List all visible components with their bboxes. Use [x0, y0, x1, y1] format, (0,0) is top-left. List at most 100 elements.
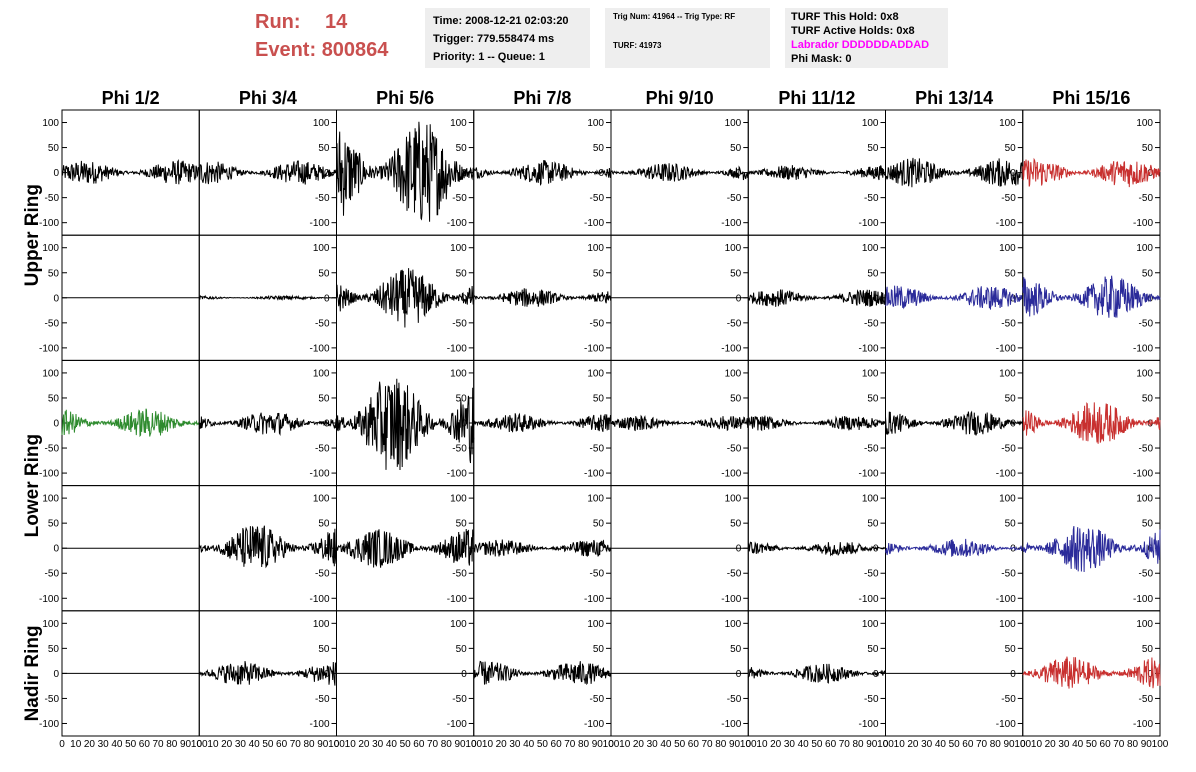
y-tick-label: -100 — [1133, 218, 1153, 229]
x-tick-label: 20 — [358, 739, 370, 750]
waveform-trace — [473, 412, 612, 433]
y-tick-label: -50 — [727, 318, 742, 329]
column-header-phi: Phi 7/8 — [513, 88, 571, 108]
y-tick-label: 50 — [318, 644, 330, 655]
x-tick-label: 20 — [633, 739, 645, 750]
x-tick-label: 50 — [949, 739, 961, 750]
x-tick-label: 0 — [59, 739, 65, 750]
priority-text: Priority: 1 -- Queue: 1 — [433, 51, 545, 63]
y-tick-label: 100 — [999, 118, 1016, 129]
y-tick-label: -50 — [727, 444, 742, 455]
x-tick-label: 30 — [647, 739, 659, 750]
y-tick-label: 0 — [53, 544, 59, 555]
trig-panel: Trig Num: 41964 -- Trig Type: RF TURF: 4… — [605, 8, 770, 68]
x-tick-label: 90 — [454, 739, 466, 750]
y-tick-label: -100 — [721, 719, 741, 730]
y-tick-label: -100 — [721, 218, 741, 229]
y-tick-label: 100 — [862, 619, 879, 630]
x-tick-label: 70 — [839, 739, 851, 750]
y-tick-label: -100 — [996, 719, 1016, 730]
y-tick-label: -100 — [721, 594, 741, 605]
y-tick-label: -100 — [721, 469, 741, 480]
waveform-trace — [1022, 526, 1161, 573]
x-tick-label: 60 — [413, 739, 425, 750]
x-tick-label: 20 — [1045, 739, 1057, 750]
x-tick-label: 90 — [180, 739, 192, 750]
y-tick-label: 50 — [593, 268, 605, 279]
y-tick-label: -100 — [996, 469, 1016, 480]
y-tick-label: -50 — [452, 193, 467, 204]
waveform-trace — [61, 408, 200, 438]
y-tick-label: 100 — [587, 368, 604, 379]
y-tick-label: -100 — [39, 594, 59, 605]
waveform-trace — [1022, 275, 1161, 318]
y-tick-label: -50 — [1001, 444, 1016, 455]
y-tick-label: 0 — [324, 293, 330, 304]
y-tick-label: -50 — [45, 193, 60, 204]
y-tick-label: -50 — [1001, 694, 1016, 705]
y-tick-label: 100 — [725, 619, 742, 630]
y-tick-label: 100 — [1136, 118, 1153, 129]
y-tick-label: 100 — [313, 243, 330, 254]
y-tick-label: 50 — [48, 644, 60, 655]
waveform-trace — [747, 415, 886, 432]
y-tick-label: 50 — [456, 644, 468, 655]
x-tick-label: 10 — [894, 739, 906, 750]
y-tick-label: -50 — [45, 318, 60, 329]
waveform-trace — [885, 285, 1024, 310]
y-tick-label: 50 — [730, 143, 742, 154]
y-tick-label: 100 — [42, 494, 59, 505]
y-tick-label: -50 — [315, 318, 330, 329]
x-tick-label: 10 — [1031, 739, 1043, 750]
y-tick-label: -100 — [309, 343, 329, 354]
y-tick-label: 100 — [450, 619, 467, 630]
y-tick-label: 50 — [593, 519, 605, 530]
phi-mask-text: Phi Mask: 0 — [791, 53, 852, 65]
waveform-trace — [747, 541, 886, 557]
y-tick-label: 0 — [53, 168, 59, 179]
column-header-phi: Phi 11/12 — [778, 88, 855, 108]
y-tick-label: -100 — [858, 719, 878, 730]
x-tick-label: 90 — [317, 739, 329, 750]
y-tick-label: 100 — [42, 619, 59, 630]
y-tick-label: -100 — [584, 469, 604, 480]
y-tick-label: 50 — [593, 143, 605, 154]
y-tick-label: 50 — [867, 393, 879, 404]
waveform-trace — [198, 294, 337, 301]
column-header-phi: Phi 1/2 — [102, 88, 160, 108]
y-tick-label: -100 — [39, 469, 59, 480]
x-tick-label: 30 — [235, 739, 247, 750]
y-tick-label: -100 — [1133, 594, 1153, 605]
y-tick-label: -50 — [1139, 569, 1154, 580]
y-tick-label: 100 — [313, 494, 330, 505]
y-tick-label: 100 — [862, 243, 879, 254]
x-tick-label: 80 — [990, 739, 1002, 750]
x-tick-label: 30 — [784, 739, 796, 750]
x-tick-label: 100 — [191, 739, 208, 750]
y-tick-label: 0 — [1147, 168, 1153, 179]
y-tick-label: 50 — [318, 519, 330, 530]
y-tick-label: -50 — [1139, 318, 1154, 329]
x-tick-label: 50 — [811, 739, 823, 750]
y-tick-label: -50 — [452, 444, 467, 455]
y-tick-label: 100 — [862, 494, 879, 505]
y-tick-label: -100 — [1133, 719, 1153, 730]
y-tick-label: -100 — [721, 343, 741, 354]
x-tick-label: 0 — [745, 739, 751, 750]
x-tick-label: 20 — [770, 739, 782, 750]
x-tick-label: 100 — [603, 739, 620, 750]
y-tick-label: 50 — [456, 519, 468, 530]
event-value: 800864 — [321, 39, 389, 61]
y-tick-label: 100 — [587, 494, 604, 505]
y-tick-label: -50 — [727, 193, 742, 204]
x-tick-label: 60 — [276, 739, 288, 750]
x-tick-label: 80 — [578, 739, 590, 750]
y-tick-label: -50 — [315, 569, 330, 580]
y-tick-label: 50 — [48, 268, 60, 279]
y-tick-label: 100 — [862, 118, 879, 129]
x-tick-label: 40 — [798, 739, 810, 750]
x-tick-label: 0 — [883, 739, 889, 750]
y-tick-label: 50 — [730, 519, 742, 530]
y-tick-label: 100 — [862, 368, 879, 379]
y-tick-label: 100 — [42, 243, 59, 254]
